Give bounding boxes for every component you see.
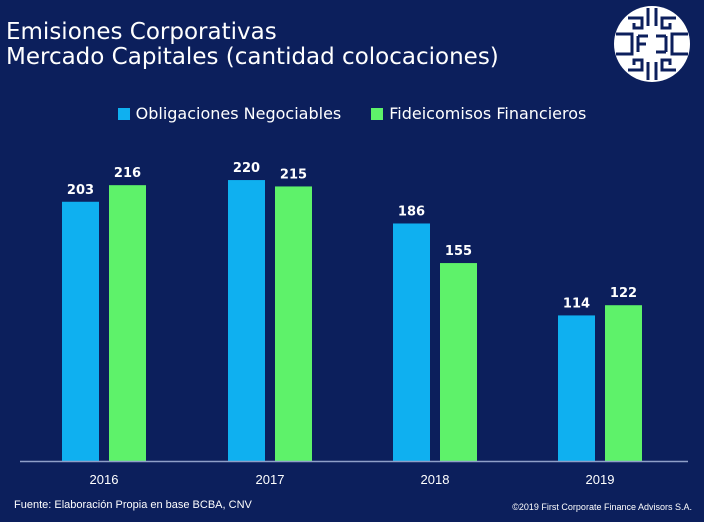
bar-2016-fideicomisos xyxy=(109,185,146,461)
bar-2016-obligaciones xyxy=(62,201,99,462)
legend-item-fideicomisos: Fideicomisos Financieros xyxy=(371,104,586,123)
legend-label: Obligaciones Negociables xyxy=(135,104,342,123)
bar-2017-obligaciones xyxy=(228,180,265,461)
legend-swatch xyxy=(117,107,130,120)
legend-label: Fideicomisos Financieros xyxy=(389,104,587,123)
fcfa-emblem-icon xyxy=(614,6,690,82)
copyright-note: ©2019 First Corporate Finance Advisors S… xyxy=(512,502,692,512)
x-tick-label: 2016 xyxy=(90,472,119,487)
legend-swatch xyxy=(371,107,384,120)
data-label: 155 xyxy=(445,244,472,259)
title-line-2: Mercado Capitales (cantidad colocaciones… xyxy=(6,44,499,70)
bar-2018-obligaciones xyxy=(393,223,430,461)
data-label: 122 xyxy=(610,286,637,301)
data-label: 186 xyxy=(398,204,425,219)
bar-2018-fideicomisos xyxy=(440,263,477,461)
legend-item-obligaciones: Obligaciones Negociables xyxy=(117,104,342,123)
data-label: 203 xyxy=(67,183,94,198)
data-label: 215 xyxy=(280,167,307,182)
chart-legend: Obligaciones Negociables Fideicomisos Fi… xyxy=(0,104,704,123)
data-label: 220 xyxy=(233,161,260,176)
data-label: 114 xyxy=(563,296,590,311)
chart-title: Emisiones Corporativas Mercado Capitales… xyxy=(6,20,499,70)
bar-2017-fideicomisos xyxy=(275,186,312,461)
x-tick-label: 2018 xyxy=(421,472,450,487)
bar-2019-fideicomisos xyxy=(605,305,642,461)
source-note: Fuente: Elaboración Propia en base BCBA,… xyxy=(14,499,252,511)
x-tick-label: 2017 xyxy=(256,472,285,487)
bar-2019-obligaciones xyxy=(558,315,595,461)
title-line-1: Emisiones Corporativas xyxy=(6,19,277,45)
x-tick-label: 2019 xyxy=(586,472,615,487)
data-label: 216 xyxy=(114,166,141,181)
